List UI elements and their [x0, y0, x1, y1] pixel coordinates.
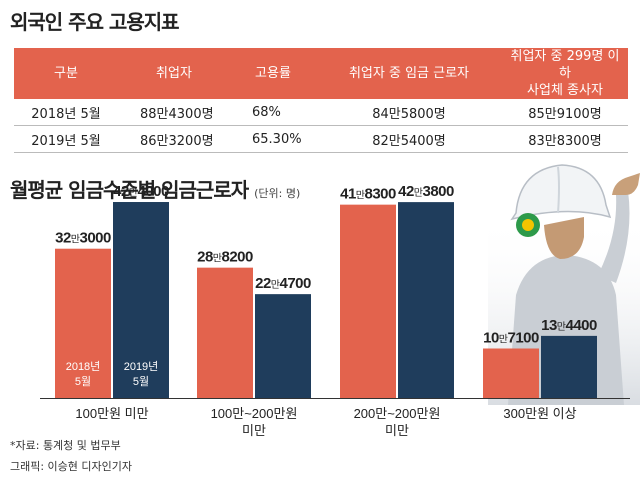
bar-2018-3: [483, 348, 539, 398]
table-cell: 84만5800명: [316, 99, 502, 126]
table-cell: 68%: [230, 99, 316, 126]
bar-2018-0: [55, 248, 111, 398]
table-row: 2019년 5월 86만3200명 65.30% 82만5400명 83만830…: [14, 125, 628, 153]
bar-2018-2: [340, 204, 396, 398]
data-label: 32만3000: [55, 230, 111, 247]
bar-2019-0: [113, 202, 169, 398]
bar-2019-1: [255, 294, 311, 398]
table-cell: 65.30%: [230, 125, 316, 153]
data-label: 13만4400: [541, 317, 597, 334]
legend-2018: 2018년 5월: [66, 360, 101, 388]
header-category: 구분: [14, 48, 118, 99]
table-cell: 86만3200명: [118, 125, 230, 153]
data-label: 42만4000: [113, 183, 169, 200]
graphic-credit: 그래픽: 이승현 디자인기자: [10, 460, 133, 473]
header-small-business: 취업자 중 299명 이하 사업체 종사자: [502, 48, 628, 99]
chart-title-text: 월평균 임금수준별 임금근로자: [10, 178, 249, 202]
category-label: 100만~200만원 미만: [211, 406, 298, 438]
legend-2019: 2019년 5월: [124, 360, 159, 388]
table-cell: 2018년 5월: [14, 99, 118, 126]
table-cell: 2019년 5월: [14, 125, 118, 153]
table-cell: 83만8300명: [502, 125, 628, 153]
data-label: 42만3800: [398, 183, 454, 200]
category-label: 200만~200만원 미만: [354, 406, 441, 438]
category-label: 100만원 미만: [75, 406, 148, 421]
chart-title: 월평균 임금수준별 임금근로자 (단위: 명): [10, 174, 300, 203]
employment-stats-table: 구분 취업자 고용률 취업자 중 임금 근로자 취업자 중 299명 이하 사업…: [14, 48, 628, 153]
source-note: *자료: 통계청 및 법무부: [10, 439, 121, 452]
header-small-business-text: 취업자 중 299명 이하 사업체 종사자: [510, 49, 620, 98]
table-cell: 82만5400명: [316, 125, 502, 153]
data-label: 10만7100: [483, 329, 539, 346]
chart-unit: (단위: 명): [254, 187, 301, 200]
data-label: 22만4700: [255, 275, 311, 292]
bar-2019-2: [398, 202, 454, 398]
table-header-row: 구분 취업자 고용률 취업자 중 임금 근로자 취업자 중 299명 이하 사업…: [14, 48, 628, 99]
header-employed: 취업자: [118, 48, 230, 99]
table-cell: 88만4300명: [118, 99, 230, 126]
bar-2018-1: [197, 267, 253, 398]
table-cell: 85만9100명: [502, 99, 628, 126]
header-wage-workers: 취업자 중 임금 근로자: [316, 48, 502, 99]
data-label: 41만8300: [340, 186, 396, 203]
table-row: 2018년 5월 88만4300명 68% 84만5800명 85만9100명: [14, 99, 628, 126]
header-employment-rate: 고용률: [230, 48, 316, 99]
data-label: 28만8200: [197, 249, 253, 266]
category-label: 300만원 이상: [503, 406, 576, 421]
table-title: 외국인 주요 고용지표: [10, 10, 180, 34]
bar-2019-3: [541, 335, 597, 398]
